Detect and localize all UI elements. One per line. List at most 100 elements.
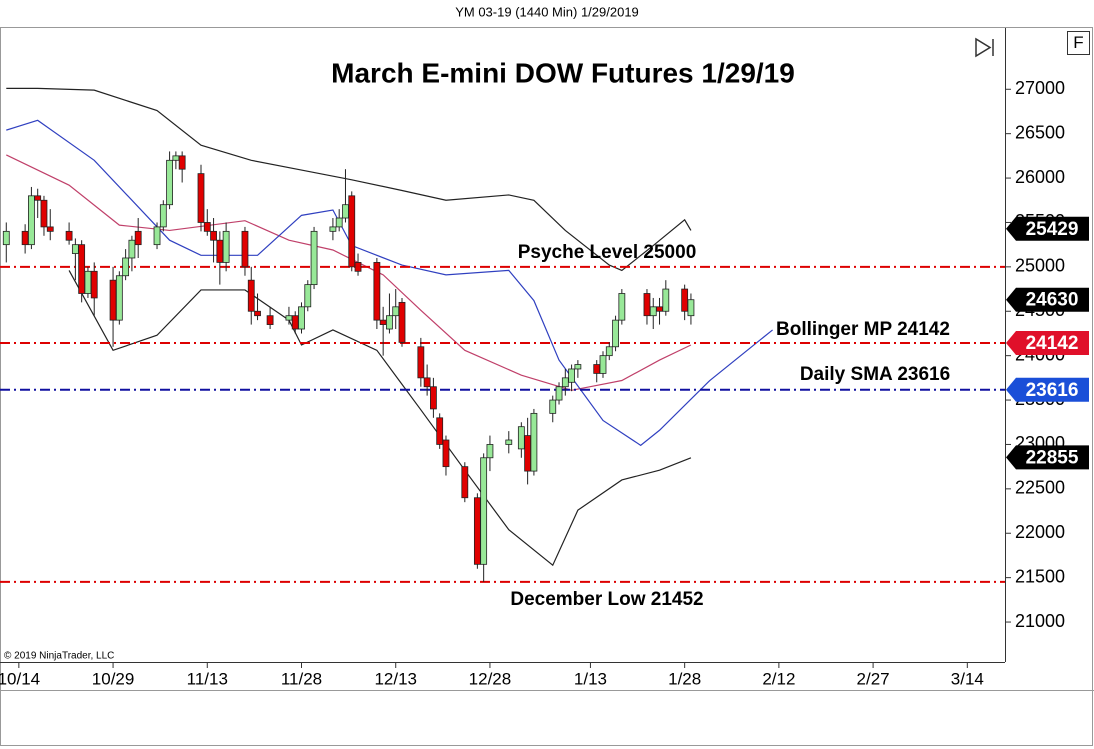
price-marker <box>1006 377 1089 402</box>
candle-body <box>486 444 494 459</box>
candle-body <box>159 204 167 228</box>
y-tick-label: 21000 <box>1015 611 1065 631</box>
f-button[interactable] <box>1067 31 1090 55</box>
price-marker-label: 23616 <box>1026 380 1079 401</box>
price-marker <box>1006 445 1089 470</box>
candle-body <box>329 226 337 232</box>
candle-body <box>216 239 224 263</box>
x-tick-label: 10/14 <box>0 669 40 688</box>
candle-body <box>423 377 431 388</box>
price-marker-label: 24142 <box>1026 333 1079 354</box>
x-tick-label: 1/13 <box>574 669 607 688</box>
candle-body <box>373 262 381 321</box>
candle-body <box>34 195 42 201</box>
candle-body <box>561 377 569 388</box>
candle-body <box>166 159 173 206</box>
candle-body <box>430 386 437 410</box>
candle-body <box>2 230 10 246</box>
candle-body <box>266 315 274 325</box>
candle-body <box>549 399 557 414</box>
candle-body <box>21 230 29 246</box>
candle-body <box>392 306 400 317</box>
candle-body <box>65 230 73 241</box>
candle-body <box>90 270 98 299</box>
candle-body <box>530 412 538 472</box>
candle-body <box>310 230 318 286</box>
candle-body <box>505 439 513 445</box>
x-tick-label: 2/12 <box>762 669 795 688</box>
f-button-label[interactable]: F <box>1073 33 1083 52</box>
candle-body <box>681 288 689 312</box>
candle-body <box>517 426 525 450</box>
candle-body <box>335 217 343 228</box>
x-tick-label: 10/29 <box>92 669 135 688</box>
candle-body <box>555 386 563 401</box>
y-tick-label: 27000 <box>1015 78 1065 98</box>
candle-body <box>172 155 180 161</box>
candle-body <box>354 262 362 272</box>
candle-body <box>222 230 230 263</box>
candle-body <box>442 439 450 468</box>
candle-body <box>643 293 651 317</box>
candle-body <box>122 257 130 277</box>
candle-body <box>599 355 607 374</box>
x-tick-label: 11/28 <box>281 669 322 688</box>
candle-body <box>342 204 349 219</box>
candle-body <box>78 244 86 294</box>
plot <box>0 87 1005 583</box>
candle-body <box>436 417 444 445</box>
x-tick-label: 1/28 <box>668 669 701 688</box>
y-tick-label: 25000 <box>1015 256 1065 276</box>
x-tick-label: 11/13 <box>187 669 228 688</box>
y-tick-label: 22000 <box>1015 522 1065 542</box>
candle-body <box>417 346 425 379</box>
candle-body <box>115 275 123 321</box>
candle-body <box>473 497 481 565</box>
frame <box>0 27 1093 746</box>
candle-body <box>134 230 142 246</box>
candle-body <box>568 368 575 383</box>
candle-body <box>398 301 406 343</box>
candle-body <box>605 346 613 357</box>
candle-body <box>203 222 211 232</box>
indicator-line <box>68 270 692 567</box>
copyright: © 2019 NinjaTrader, LLC <box>4 651 114 662</box>
candle-body <box>348 195 356 268</box>
play-triangle[interactable] <box>975 37 992 58</box>
candle-body <box>612 319 619 348</box>
candle-body <box>84 270 92 294</box>
play-icon[interactable] <box>975 37 994 58</box>
candle-body <box>247 279 255 312</box>
header: YM 03-19 (1440 Min) 1/29/2019 <box>455 4 639 19</box>
candle-body <box>197 173 205 223</box>
price-marker-label: 24630 <box>1026 290 1079 311</box>
price-marker <box>1006 331 1089 356</box>
indicator-line <box>6 119 773 447</box>
candle-body <box>28 195 35 246</box>
x-tick-label: 2/27 <box>857 669 890 688</box>
candle-body <box>461 466 469 499</box>
level-label: December Low 21452 <box>510 589 703 610</box>
candle-body <box>241 230 249 268</box>
candle-body <box>178 155 186 170</box>
candle-body <box>480 457 488 565</box>
candle-body <box>254 310 261 317</box>
candle-body <box>593 364 601 374</box>
candle-body <box>210 230 217 241</box>
price-marker-label: 22855 <box>1026 447 1079 468</box>
candle-body <box>656 306 663 312</box>
candle-body <box>128 239 136 259</box>
x-tick-label: 12/28 <box>469 669 512 688</box>
candle-body <box>153 226 161 246</box>
level-label: Psyche Level 25000 <box>518 242 697 263</box>
y-tick-label: 26000 <box>1015 167 1065 187</box>
price-marker-label: 25429 <box>1026 219 1079 240</box>
candle-body <box>524 435 532 472</box>
candle-body <box>379 319 387 325</box>
level-label: Bollinger MP 24142 <box>776 319 950 340</box>
y-tick-label: 22500 <box>1015 478 1065 498</box>
x-tick-label: 12/13 <box>374 669 417 688</box>
x-tick-label: 3/14 <box>951 669 984 688</box>
